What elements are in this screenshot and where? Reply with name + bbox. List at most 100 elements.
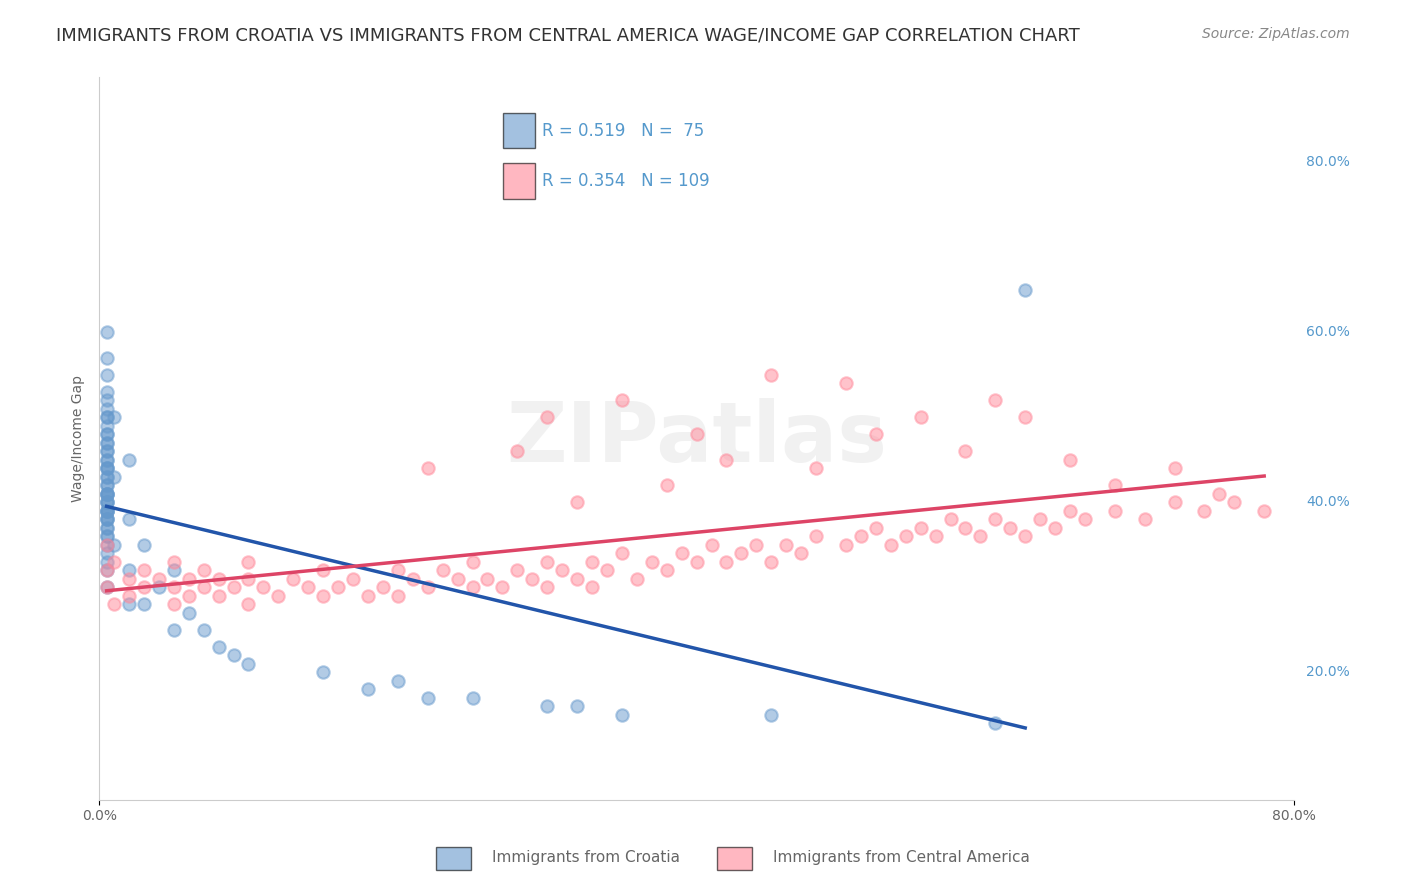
Point xyxy=(96,521,118,535)
Point xyxy=(238,597,260,611)
Point xyxy=(312,665,335,680)
Point xyxy=(461,690,484,705)
Point xyxy=(132,538,155,552)
Point xyxy=(118,563,141,577)
Point xyxy=(96,410,118,425)
Point xyxy=(193,623,215,637)
Point xyxy=(1163,461,1185,475)
Point xyxy=(910,521,932,535)
Point xyxy=(565,699,588,714)
Point xyxy=(984,393,1007,408)
Point xyxy=(177,572,200,586)
Point xyxy=(252,580,274,594)
Point xyxy=(118,572,141,586)
Point xyxy=(163,563,186,577)
Point xyxy=(267,589,290,603)
Point xyxy=(96,555,118,569)
Point xyxy=(163,597,186,611)
Point xyxy=(610,546,633,560)
Point xyxy=(96,444,118,458)
Point xyxy=(148,572,170,586)
Point xyxy=(387,589,409,603)
Point xyxy=(1194,504,1216,518)
Point xyxy=(1253,504,1275,518)
Point xyxy=(955,521,977,535)
Point xyxy=(96,326,118,340)
Point xyxy=(96,444,118,458)
Point xyxy=(865,521,887,535)
Point xyxy=(96,418,118,433)
Point xyxy=(477,572,499,586)
Point xyxy=(522,572,544,586)
Point xyxy=(96,470,118,484)
Point xyxy=(655,478,678,492)
Point xyxy=(402,572,425,586)
Point xyxy=(177,606,200,620)
Point xyxy=(387,673,409,688)
Point xyxy=(96,461,118,475)
Point xyxy=(207,640,229,654)
Point xyxy=(132,580,155,594)
Point xyxy=(96,393,118,408)
Point xyxy=(96,504,118,518)
Point xyxy=(1104,478,1126,492)
Point xyxy=(96,495,118,509)
Point xyxy=(1104,504,1126,518)
Point xyxy=(96,580,118,594)
Y-axis label: Wage/Income Gap: Wage/Income Gap xyxy=(72,376,86,502)
Point xyxy=(655,563,678,577)
Point xyxy=(461,580,484,594)
Point xyxy=(849,529,872,543)
Point xyxy=(103,597,125,611)
Point xyxy=(312,589,335,603)
Point xyxy=(96,368,118,382)
Point xyxy=(148,580,170,594)
Point xyxy=(96,504,118,518)
Point xyxy=(1059,504,1081,518)
Point xyxy=(536,410,558,425)
Point xyxy=(1223,495,1246,509)
Point xyxy=(536,580,558,594)
Point xyxy=(96,546,118,560)
Point xyxy=(96,435,118,450)
Point xyxy=(96,453,118,467)
Text: 20.0%: 20.0% xyxy=(1306,665,1350,680)
Point xyxy=(432,563,454,577)
Point xyxy=(416,690,439,705)
Point xyxy=(581,555,603,569)
Point xyxy=(1000,521,1022,535)
Text: Source: ZipAtlas.com: Source: ZipAtlas.com xyxy=(1202,27,1350,41)
Point xyxy=(103,538,125,552)
Point xyxy=(357,589,380,603)
Point xyxy=(96,563,118,577)
Text: Immigrants from Central America: Immigrants from Central America xyxy=(773,850,1031,865)
Point xyxy=(775,538,797,552)
Point xyxy=(790,546,813,560)
Point xyxy=(910,410,932,425)
Point xyxy=(865,427,887,442)
Point xyxy=(446,572,468,586)
Point xyxy=(222,648,245,663)
Point xyxy=(118,589,141,603)
Point xyxy=(103,410,125,425)
Point xyxy=(96,384,118,399)
Point xyxy=(610,393,633,408)
Point xyxy=(283,572,305,586)
Point xyxy=(96,487,118,501)
Text: IMMIGRANTS FROM CROATIA VS IMMIGRANTS FROM CENTRAL AMERICA WAGE/INCOME GAP CORRE: IMMIGRANTS FROM CROATIA VS IMMIGRANTS FR… xyxy=(56,27,1080,45)
Point xyxy=(1014,410,1036,425)
Point xyxy=(118,597,141,611)
Point xyxy=(96,470,118,484)
Point xyxy=(132,563,155,577)
Point xyxy=(1043,521,1066,535)
Point xyxy=(984,716,1007,731)
Point xyxy=(207,572,229,586)
Text: 40.0%: 40.0% xyxy=(1306,495,1350,509)
Point xyxy=(96,504,118,518)
Point xyxy=(730,546,752,560)
Point xyxy=(596,563,619,577)
Point xyxy=(96,351,118,365)
Point xyxy=(685,427,707,442)
Point xyxy=(163,555,186,569)
Point xyxy=(716,453,738,467)
